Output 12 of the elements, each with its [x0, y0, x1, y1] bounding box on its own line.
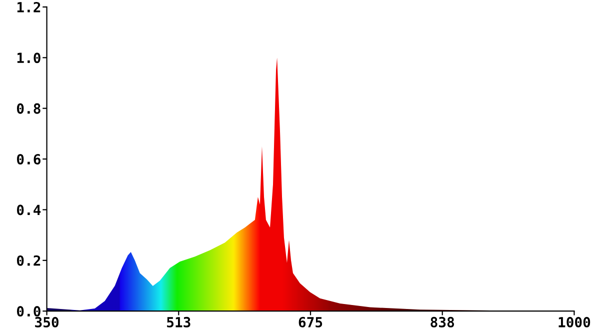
x-tick-label: 350 — [35, 316, 59, 328]
x-tick-label: 838 — [430, 316, 454, 328]
y-tick-label: 0.2 — [16, 255, 40, 266]
y-tick-label: 0.4 — [16, 204, 41, 216]
y-tick-label: 0.6 — [16, 154, 40, 165]
y-tick-label: 0.0 — [16, 306, 40, 317]
y-tick-label: 0.8 — [16, 103, 40, 114]
x-tick-label: 1000 — [558, 316, 590, 328]
x-tick-label: 675 — [298, 316, 322, 328]
x-tick-label: 513 — [167, 316, 190, 328]
y-tick-label: 1.2 — [17, 2, 40, 12]
y-tick-label: 1.0 — [17, 52, 40, 64]
